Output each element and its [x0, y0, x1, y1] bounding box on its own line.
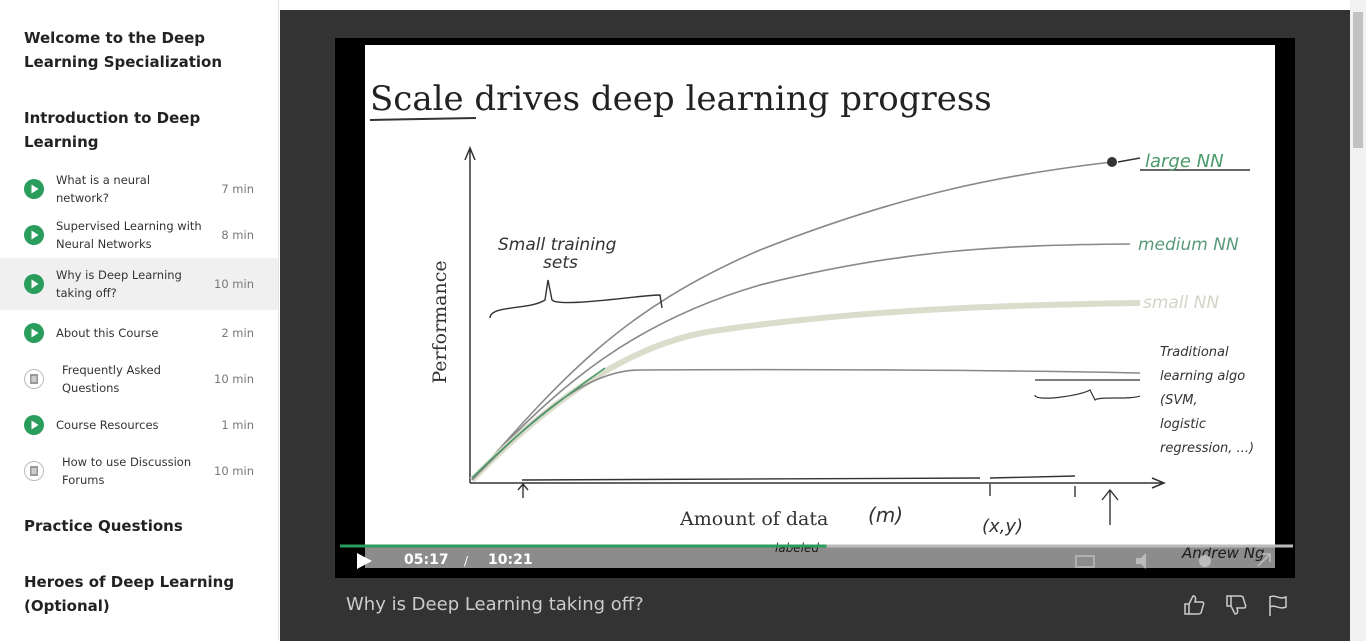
- control-bar: [335, 546, 1295, 578]
- axes: [464, 146, 1166, 489]
- pair-label: (x,y): [982, 516, 1023, 537]
- fullscreen-button[interactable]: [1257, 553, 1271, 567]
- lesson-title: Why is Deep Learning taking off?: [56, 268, 182, 300]
- duration: 10:21: [488, 552, 533, 568]
- x-label: Amount of data: [679, 508, 828, 530]
- lesson-item[interactable]: Course Resources 1 min: [0, 402, 278, 448]
- dislike-button[interactable]: [1226, 595, 1247, 615]
- lesson-duration: 7 min: [221, 182, 254, 196]
- slide-title: Scale drives deep learning progress: [370, 79, 992, 119]
- curve-label: large NN: [1145, 151, 1224, 172]
- feedback-icons: [1184, 595, 1287, 616]
- traditional-label: Traditional: [1160, 345, 1229, 360]
- underline: [369, 117, 477, 121]
- flag-button[interactable]: [1269, 595, 1287, 616]
- section-title: Heroes of Deep Learning (Optional): [24, 573, 235, 615]
- lesson-item[interactable]: How to use Discussion Forums 10 min: [0, 448, 278, 494]
- lesson-item[interactable]: Why is Deep Learning taking off? 10 min: [0, 258, 278, 310]
- video-icon: [24, 225, 44, 245]
- video-icon: [24, 415, 44, 435]
- slide-bg: [365, 45, 1275, 568]
- y-label: Performance: [429, 260, 451, 383]
- lesson-duration: 10 min: [214, 277, 254, 291]
- lesson-duration: 1 min: [221, 418, 254, 432]
- curve-highlight: [471, 367, 606, 479]
- video-icon: [24, 179, 44, 199]
- curve-large: [471, 161, 1113, 481]
- curve-dot: [1107, 157, 1117, 167]
- lesson-item[interactable]: About this Course 2 min: [0, 310, 278, 356]
- region-label: sets: [543, 253, 578, 273]
- current-time: 05:17: [404, 552, 449, 568]
- traditional-label: learning algo: [1160, 369, 1245, 384]
- lesson-title: Supervised Learning with Neural Networks: [56, 219, 202, 251]
- traditional-label: logistic: [1160, 417, 1206, 432]
- play-button[interactable]: [357, 553, 372, 569]
- traditional-label: (SVM,: [1160, 393, 1198, 408]
- section-title: Introduction to Deep Learning: [24, 109, 201, 151]
- lesson-title: What is a neural network?: [56, 173, 151, 205]
- region-label: Small training: [498, 235, 617, 255]
- video-icon: [24, 274, 44, 294]
- lesson-duration: 8 min: [221, 228, 254, 242]
- section-title: Welcome to the Deep Learning Specializat…: [24, 29, 223, 71]
- scrollbar[interactable]: [1350, 0, 1366, 641]
- curve-label: medium NN: [1138, 235, 1239, 255]
- lesson-title: How to use Discussion Forums: [62, 455, 192, 487]
- video-title: Why is Deep Learning taking off?: [346, 594, 644, 615]
- lesson-duration: 10 min: [214, 464, 254, 478]
- lesson-duration: 2 min: [221, 326, 254, 340]
- lesson-list: What is a neural network? 7 min Supervised…: [0, 166, 278, 494]
- curve-medium: [471, 243, 1131, 481]
- lesson-item[interactable]: What is a neural network? 7 min: [0, 166, 278, 212]
- video-icon: [24, 323, 44, 343]
- slide: Scale drives deep learning progress Perf…: [335, 45, 1295, 578]
- lesson-title: About this Course: [56, 326, 159, 340]
- sidebar: Welcome to the Deep Learning Specializat…: [0, 0, 279, 641]
- time-separator: /: [464, 554, 469, 568]
- captions-button[interactable]: [1075, 555, 1095, 568]
- brace-right: [1034, 379, 1141, 401]
- settings-button[interactable]: [1199, 555, 1211, 567]
- like-button[interactable]: [1184, 595, 1205, 615]
- lesson-duration: 10 min: [214, 372, 254, 386]
- reading-icon: [24, 461, 44, 481]
- scroll-thumb[interactable]: [1353, 12, 1363, 148]
- lesson-title: Course Resources: [56, 418, 159, 432]
- curve-label: small NN: [1143, 293, 1219, 313]
- data-arrows: [517, 475, 1119, 525]
- traditional-label: regression, ...): [1160, 441, 1254, 456]
- brace: [489, 279, 663, 319]
- label-underline: [1117, 157, 1250, 171]
- volume-button[interactable]: [1136, 553, 1146, 569]
- section-title: Practice Questions: [24, 517, 183, 535]
- lesson-title: Frequently Asked Questions: [62, 363, 161, 395]
- reading-icon: [24, 369, 44, 389]
- lesson-item[interactable]: Supervised Learning with Neural Networks…: [0, 212, 278, 258]
- lesson-item[interactable]: Frequently Asked Questions 10 min: [0, 356, 278, 402]
- x-symbol: (m): [868, 503, 903, 527]
